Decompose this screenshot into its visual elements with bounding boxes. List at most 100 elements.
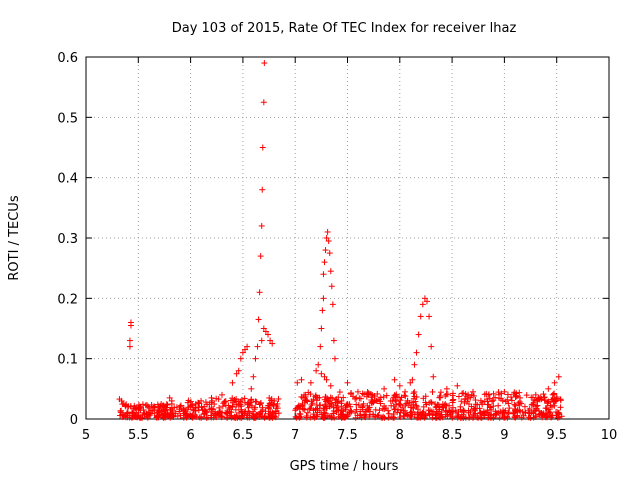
data-point xyxy=(324,228,331,235)
data-point xyxy=(223,410,230,417)
data-point xyxy=(190,406,197,413)
data-point xyxy=(322,401,329,408)
data-point xyxy=(391,376,398,383)
data-point xyxy=(323,376,330,383)
data-point xyxy=(125,410,132,417)
data-point xyxy=(137,414,144,421)
data-point xyxy=(218,391,225,398)
data-point xyxy=(208,394,215,401)
data-point xyxy=(160,402,167,409)
data-points xyxy=(116,60,565,421)
y-axis-label: ROTI / TECUs xyxy=(7,195,22,280)
x-tick-label: 5.5 xyxy=(128,428,149,443)
data-point xyxy=(202,407,209,414)
data-point xyxy=(257,253,264,260)
data-point xyxy=(383,392,390,399)
data-point xyxy=(504,391,511,398)
data-point xyxy=(552,397,559,404)
data-point xyxy=(402,402,409,409)
data-point xyxy=(359,390,366,397)
data-point xyxy=(258,222,265,229)
data-point xyxy=(339,414,346,421)
data-point xyxy=(545,385,552,392)
data-point xyxy=(330,410,337,417)
data-point xyxy=(372,406,379,413)
data-point xyxy=(458,398,465,405)
y-tick-labels: 0 0.1 0.2 0.3 0.4 0.5 0.6 xyxy=(57,51,78,428)
data-point xyxy=(259,186,266,193)
data-point xyxy=(355,402,362,409)
data-point xyxy=(307,405,314,412)
data-point xyxy=(257,399,264,406)
y-tick-label: 0.5 xyxy=(57,111,78,126)
data-point xyxy=(419,409,426,416)
data-point xyxy=(375,412,382,419)
data-point xyxy=(198,403,205,410)
data-point xyxy=(160,414,167,421)
data-point xyxy=(372,397,379,404)
data-point xyxy=(329,301,336,308)
data-point xyxy=(259,144,266,151)
data-point xyxy=(251,406,258,413)
x-tick-label: 6 xyxy=(186,428,194,443)
data-point xyxy=(250,373,257,380)
data-point xyxy=(442,413,449,420)
data-point xyxy=(462,390,469,397)
data-point xyxy=(295,402,302,409)
data-point xyxy=(126,343,133,350)
data-point xyxy=(347,407,354,414)
data-point xyxy=(437,413,444,420)
data-point xyxy=(131,413,138,420)
data-point xyxy=(342,404,349,411)
data-point xyxy=(313,367,320,374)
data-point xyxy=(299,401,306,408)
data-point xyxy=(522,409,529,416)
x-tick-label: 8 xyxy=(396,428,404,443)
data-point xyxy=(251,414,258,421)
data-point xyxy=(374,390,381,397)
data-point xyxy=(407,412,414,419)
data-point xyxy=(532,407,539,414)
data-point xyxy=(239,409,246,416)
data-point xyxy=(521,403,528,410)
data-point xyxy=(327,268,334,275)
data-point xyxy=(454,382,461,389)
data-point xyxy=(385,410,392,417)
data-point xyxy=(245,404,252,411)
data-point xyxy=(470,388,477,395)
data-point xyxy=(549,391,556,398)
data-point xyxy=(254,343,261,350)
data-point xyxy=(493,410,500,417)
data-point xyxy=(230,399,237,406)
data-point xyxy=(372,414,379,421)
data-point xyxy=(327,382,334,389)
data-point xyxy=(349,393,356,400)
data-point xyxy=(201,411,208,418)
data-point xyxy=(306,406,313,413)
data-point xyxy=(331,355,338,362)
data-point xyxy=(455,393,462,400)
data-point xyxy=(362,414,369,421)
data-point xyxy=(354,388,361,395)
data-point xyxy=(212,412,219,419)
data-point xyxy=(147,407,154,414)
data-point xyxy=(238,408,245,415)
data-point xyxy=(408,404,415,411)
data-point xyxy=(151,403,158,410)
data-point xyxy=(394,409,401,416)
grid-lines xyxy=(86,57,609,419)
data-point xyxy=(529,394,536,401)
data-point xyxy=(166,394,173,401)
data-point xyxy=(264,402,271,409)
chart-title: Day 103 of 2015, Rate Of TEC Index for r… xyxy=(172,21,517,36)
x-tick-label: 8.5 xyxy=(442,428,463,443)
data-point xyxy=(151,410,158,417)
data-point xyxy=(504,414,511,421)
data-point xyxy=(232,414,239,421)
data-point xyxy=(326,250,333,257)
data-point xyxy=(488,406,495,413)
data-point xyxy=(328,283,335,290)
y-tick-label: 0.6 xyxy=(57,51,78,66)
data-point xyxy=(410,390,417,397)
data-point xyxy=(330,337,337,344)
